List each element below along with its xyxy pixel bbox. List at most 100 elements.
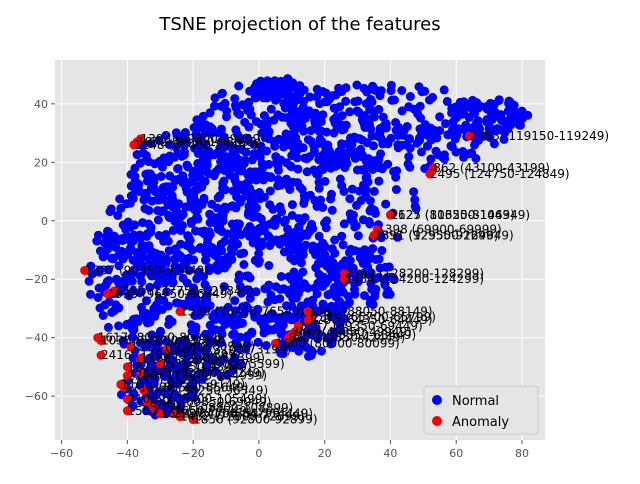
anomaly-label: 2495 (124750-124849) [430,167,570,181]
normal-point [310,196,320,205]
normal-point [321,145,331,154]
anomaly-point [96,350,106,360]
anomaly-label: 2298 (114900-114999) [127,369,267,383]
normal-point [359,83,369,93]
normal-point [352,165,362,175]
normal-point [192,274,202,284]
normal-point [368,141,378,151]
normal-point [346,147,355,157]
normal-point [439,85,449,95]
anomaly-point [96,336,106,346]
normal-point [205,108,215,118]
normal-point [417,147,426,157]
normal-point [228,201,238,211]
normal-point [135,288,145,298]
normal-point [516,120,525,130]
normal-point [177,139,187,149]
normal-point [374,176,384,186]
normal-point [188,176,198,186]
normal-point [220,98,230,108]
normal-point [250,255,260,265]
normal-point [339,187,349,196]
normal-point [222,112,231,122]
normal-point [380,275,390,284]
normal-point [269,115,279,125]
normal-point [140,204,150,214]
normal-point [389,275,399,285]
normal-point [326,339,336,349]
anomaly-point [122,394,132,404]
normal-point [217,88,227,98]
normal-point [228,320,238,330]
normal-point [109,231,119,241]
normal-point [141,312,151,321]
normal-point [114,321,124,331]
normal-point [182,187,192,197]
y-tick-label: 0 [41,215,48,228]
anomaly-point [155,409,165,419]
normal-point [458,101,468,111]
normal-point [262,131,272,140]
normal-point [223,229,233,239]
anomaly-label: 1287 (64350-64449) [308,313,432,327]
normal-point [195,123,205,132]
normal-point [393,130,403,140]
normal-point [126,222,135,232]
normal-point [275,345,285,355]
normal-point [171,370,181,379]
normal-point [142,296,151,306]
normal-point [318,203,328,212]
normal-point [160,269,170,279]
normal-point [314,231,324,241]
normal-point [207,199,217,209]
normal-point [193,214,203,224]
normal-point [161,364,171,374]
normal-point [248,225,258,235]
normal-point [266,104,276,114]
normal-point [292,308,302,318]
normal-point [129,325,139,335]
anomaly-point [464,131,474,141]
anomaly-label: 1396 (69800-69899) [141,132,265,146]
normal-point [435,112,445,122]
normal-point [194,133,204,143]
normal-point [144,338,154,348]
normal-point [103,322,113,332]
normal-point [335,320,345,330]
anomaly-label: 847 (42350-42449) [288,331,405,345]
normal-point [397,140,407,150]
normal-point [302,167,312,177]
normal-point [141,169,151,179]
normal-point [153,272,163,282]
normal-point [320,158,330,168]
normal-point [175,394,185,403]
anomaly-label: 1925 (96250-96349) [144,383,268,397]
normal-point [192,115,202,125]
normal-point [409,187,419,197]
normal-point [195,243,205,252]
anomaly-label: 1761 (88050-88149) [308,304,432,318]
normal-point [449,132,459,141]
normal-point [376,86,386,96]
normal-point [220,236,230,246]
normal-point [234,81,244,91]
normal-point [103,265,113,275]
normal-point [451,147,461,157]
legend-box [423,385,539,435]
normal-point [467,148,477,158]
normal-point [350,246,360,256]
normal-point [259,192,269,202]
anomaly-label: 862 (43100-43199) [433,161,550,175]
normal-point [254,88,264,98]
normal-point [172,254,182,263]
normal-point [273,181,283,191]
normal-point [370,292,380,301]
normal-point [210,101,219,111]
normal-point [234,270,244,280]
normal-point [426,154,436,164]
normal-point [145,368,155,378]
y-tick-label: 40 [34,98,48,111]
normal-point [219,311,229,321]
normal-point [256,76,266,86]
normal-point [299,126,309,136]
